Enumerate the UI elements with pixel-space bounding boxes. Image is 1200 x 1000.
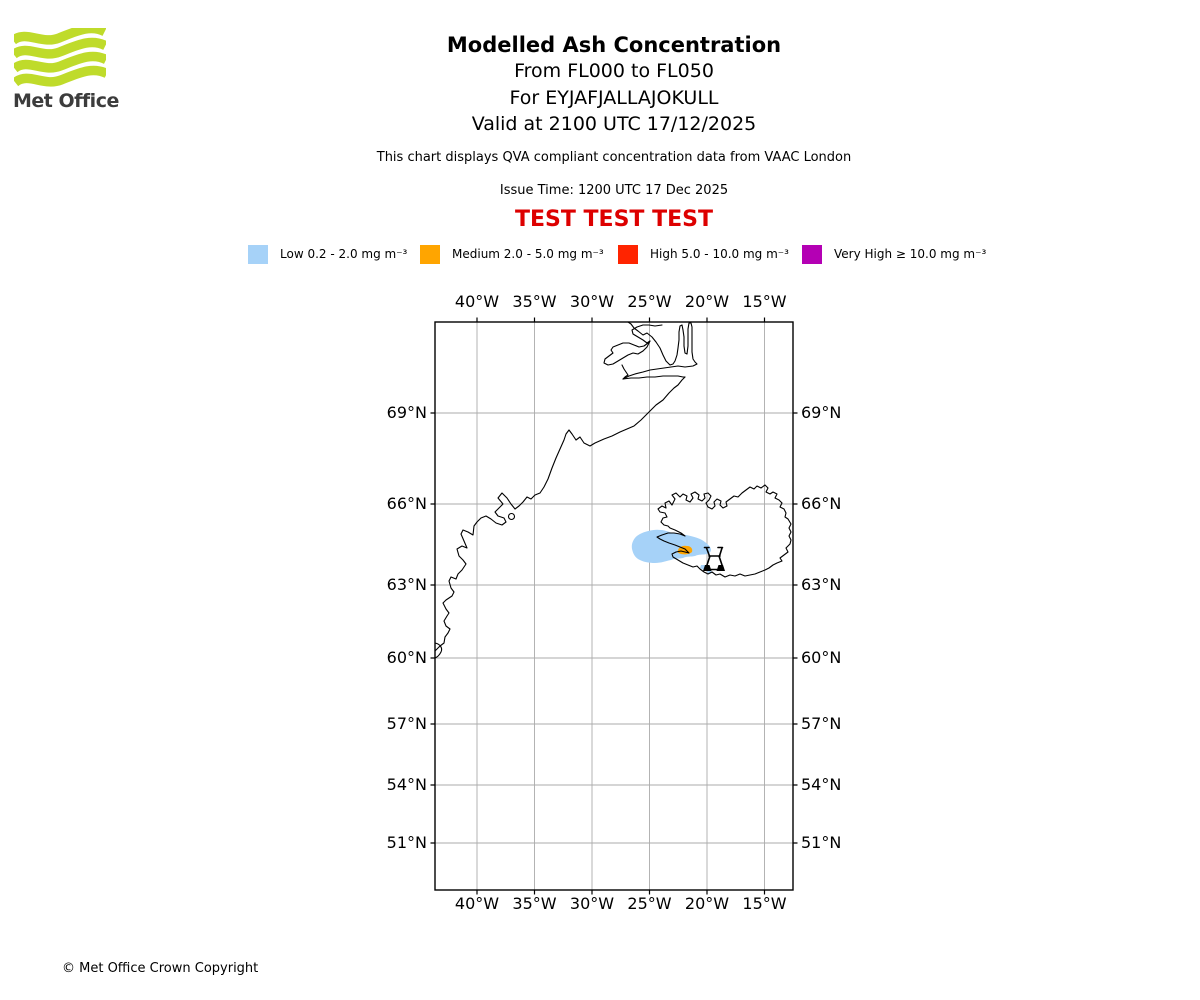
lon-tick-top-30w: 30°W bbox=[569, 292, 615, 311]
lat-tick-left-51n: 51°N bbox=[386, 833, 427, 852]
lat-tick-right-60n: 60°N bbox=[801, 648, 842, 667]
lat-tick-left-69n: 69°N bbox=[386, 403, 427, 422]
lat-tick-left-60n: 60°N bbox=[386, 648, 427, 667]
lat-tick-left-54n: 54°N bbox=[386, 775, 427, 794]
volcano-symbol-icon bbox=[703, 546, 725, 571]
lon-tick-top-35w: 35°W bbox=[512, 292, 557, 311]
met-office-logo-icon bbox=[14, 28, 106, 87]
legend-swatch-low bbox=[248, 244, 268, 264]
legend-item-low: Low 0.2 - 2.0 mg m⁻³ bbox=[248, 244, 407, 264]
qva-description: This chart displays QVA compliant concen… bbox=[376, 149, 852, 165]
ash-area-low bbox=[631, 529, 712, 574]
lon-tick-bottom-30w: 30°W bbox=[569, 894, 615, 913]
lat-tick-left-57n: 57°N bbox=[386, 714, 427, 733]
legend-label-low: Low 0.2 - 2.0 mg m⁻³ bbox=[280, 247, 408, 261]
legend-swatch-high bbox=[618, 244, 638, 264]
title-block: Modelled Ash Concentration From FL000 to… bbox=[214, 0, 1014, 233]
met-office-logo-text: Met Office bbox=[13, 90, 119, 112]
map-frame bbox=[434, 321, 794, 891]
lat-tick-right-63n: 63°N bbox=[801, 575, 842, 594]
map-ticks bbox=[430, 317, 798, 895]
lon-tick-top-20w: 20°W bbox=[684, 292, 730, 311]
legend-item-very-high: Very High ≥ 10.0 mg m⁻³ bbox=[802, 244, 986, 264]
lon-tick-bottom-15w: 15°W bbox=[742, 894, 787, 913]
lon-tick-top-25w: 25°W bbox=[627, 292, 672, 311]
lat-tick-left-66n: 66°N bbox=[386, 494, 427, 513]
lon-tick-top-40w: 40°W bbox=[454, 292, 500, 311]
legend-swatch-very-high bbox=[802, 244, 822, 264]
lat-tick-left-63n: 63°N bbox=[386, 575, 427, 594]
test-banner: TEST TEST TEST bbox=[515, 206, 713, 232]
lat-tick-right-57n: 57°N bbox=[801, 714, 842, 733]
copyright-notice: © Met Office Crown Copyright bbox=[62, 961, 259, 976]
graticule-gridlines bbox=[435, 322, 793, 890]
subtitle-flight-levels: From FL000 to FL050 bbox=[514, 60, 714, 82]
lat-tick-right-69n: 69°N bbox=[801, 403, 842, 422]
map-canvas bbox=[430, 317, 798, 895]
legend-label-medium: Medium 2.0 - 5.0 mg m⁻³ bbox=[452, 247, 604, 261]
issue-time: Issue Time: 1200 UTC 17 Dec 2025 bbox=[499, 182, 729, 198]
legend-swatch-medium bbox=[420, 244, 440, 264]
subtitle-valid-time: Valid at 2100 UTC 17/12/2025 bbox=[471, 113, 757, 135]
coastline-iceland bbox=[656, 484, 792, 578]
lat-tick-right-66n: 66°N bbox=[801, 494, 842, 513]
lon-tick-bottom-20w: 20°W bbox=[684, 894, 730, 913]
subtitle-volcano: For EYJAFJALLAJOKULL bbox=[509, 86, 719, 109]
legend-label-very-high: Very High ≥ 10.0 mg m⁻³ bbox=[834, 247, 987, 261]
legend-item-medium: Medium 2.0 - 5.0 mg m⁻³ bbox=[420, 244, 604, 264]
legend-item-high: High 5.0 - 10.0 mg m⁻³ bbox=[618, 244, 789, 264]
lon-tick-bottom-35w: 35°W bbox=[512, 894, 557, 913]
lat-tick-right-54n: 54°N bbox=[801, 775, 842, 794]
lon-tick-top-15w: 15°W bbox=[742, 292, 787, 311]
lon-tick-bottom-40w: 40°W bbox=[454, 894, 500, 913]
lon-tick-bottom-25w: 25°W bbox=[627, 894, 672, 913]
lat-tick-right-51n: 51°N bbox=[801, 833, 842, 852]
legend-label-high: High 5.0 - 10.0 mg m⁻³ bbox=[650, 247, 789, 261]
page-title: Modelled Ash Concentration bbox=[446, 33, 782, 57]
coastline-greenland bbox=[434, 321, 698, 659]
